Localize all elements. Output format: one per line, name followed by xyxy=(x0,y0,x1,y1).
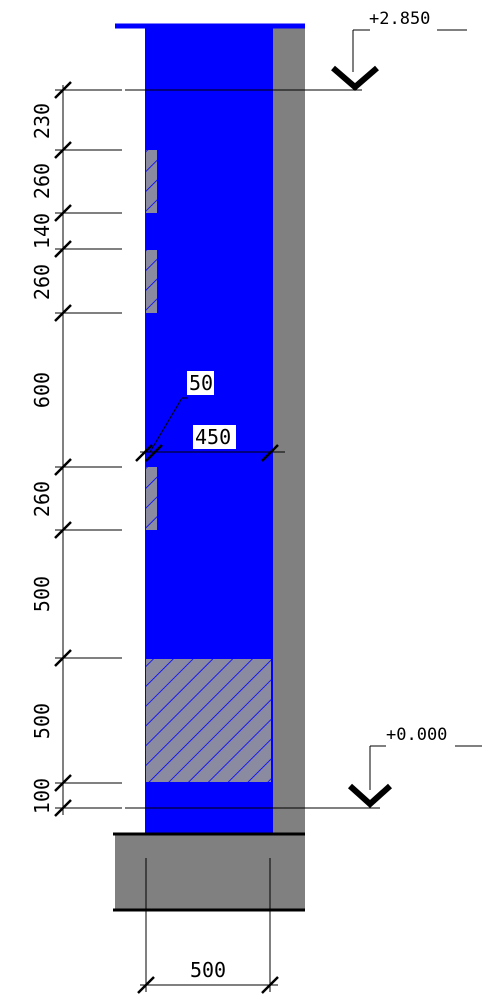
dim-label-260-b: 260 xyxy=(30,264,54,300)
dim-label-230: 230 xyxy=(30,103,54,139)
detail-label-50: 50 xyxy=(189,371,213,395)
vertical-extension-lines xyxy=(55,89,122,809)
detail-label-bg-450 xyxy=(193,425,236,449)
dim-label-260-a: 260 xyxy=(30,163,54,199)
dim-label-140: 140 xyxy=(30,213,54,249)
hatched-recess-3 xyxy=(146,467,157,530)
hatched-block xyxy=(146,659,271,782)
level-marker-bottom xyxy=(125,745,482,809)
hatched-recess-1 xyxy=(146,150,157,213)
dim-label-500-a: 500 xyxy=(30,576,54,612)
dim-label-100: 100 xyxy=(30,778,54,814)
detail-dim-line xyxy=(135,397,285,462)
concrete-column xyxy=(273,28,305,834)
level-label-top: +2.850 xyxy=(369,9,430,29)
dim-label-500-b: 500 xyxy=(30,703,54,739)
dim-label-600: 600 xyxy=(30,372,54,408)
detail-label-bg-50 xyxy=(187,371,214,395)
dim-label-260-c: 260 xyxy=(30,481,54,517)
detail-label-450: 450 xyxy=(195,425,231,449)
bottom-dim-label: 500 xyxy=(190,958,226,982)
level-label-bottom: +0.000 xyxy=(386,725,447,745)
footing xyxy=(115,834,305,910)
hatched-recess-2 xyxy=(146,250,157,313)
bottom-dim xyxy=(137,858,279,994)
vertical-dim-ticks xyxy=(54,81,72,817)
level-marker-top xyxy=(125,29,467,91)
